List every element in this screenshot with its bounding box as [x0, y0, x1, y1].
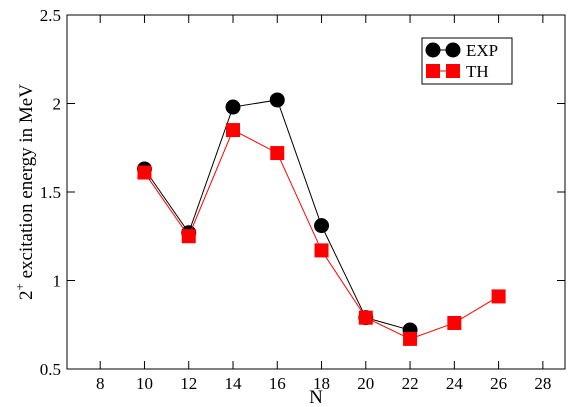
- data-point-th: [137, 165, 152, 180]
- y-axis-title-suffix: excitation energy in MeV: [16, 84, 37, 283]
- x-tick-label: 12: [180, 374, 197, 393]
- x-tick-label: 22: [402, 374, 419, 393]
- data-point-th: [226, 123, 240, 138]
- data-point-th: [447, 315, 462, 330]
- x-tick-label: 10: [136, 374, 153, 393]
- y-tick-label: 1.5: [40, 183, 61, 202]
- x-tick-label: 20: [357, 374, 374, 393]
- data-point-exp: [269, 92, 285, 108]
- x-axis-ticks: 8 10 12 14 16 18 20 22 24 26 28: [96, 15, 551, 393]
- legend: EXP TH: [421, 37, 513, 85]
- data-point-exp: [314, 218, 330, 234]
- x-tick-label: 18: [313, 374, 330, 393]
- legend-marker-th-left: [426, 64, 440, 78]
- y-tick-label: 0.5: [40, 360, 61, 379]
- y-axis-title-superscript: +: [12, 283, 27, 290]
- y-tick-label: 2.5: [40, 6, 61, 25]
- data-point-th: [491, 289, 506, 304]
- data-point-th: [314, 243, 329, 258]
- legend-marker-exp-right: [445, 42, 461, 58]
- legend-entry-exp: EXP: [425, 41, 498, 60]
- series-layer: [136, 92, 506, 346]
- x-tick-label: 26: [490, 374, 507, 393]
- legend-entry-th: TH: [426, 62, 489, 81]
- y-tick-label: 1: [53, 272, 62, 291]
- y-axis-ticks: 0.5 1 1.5 2 2.5: [40, 6, 565, 379]
- data-point-th: [358, 310, 373, 325]
- x-tick-label: 16: [269, 374, 286, 393]
- y-axis-title-prefix: 2: [16, 290, 37, 300]
- y-axis-title: 2+ excitation energy in MeV: [12, 84, 37, 300]
- y-tick-label: 2: [53, 95, 62, 114]
- legend-label-th: TH: [466, 62, 489, 81]
- x-tick-label: 14: [225, 374, 243, 393]
- x-tick-label: 28: [534, 374, 551, 393]
- x-tick-label: 8: [96, 374, 105, 393]
- legend-label-exp: EXP: [466, 41, 498, 60]
- data-point-th: [403, 331, 418, 346]
- x-tick-label: 24: [446, 374, 464, 393]
- legend-marker-exp-left: [425, 42, 441, 58]
- data-point-th: [270, 146, 285, 161]
- x-axis-title: N: [309, 387, 323, 407]
- data-point-exp: [225, 99, 241, 115]
- legend-marker-th-right: [446, 64, 460, 78]
- data-point-th: [181, 229, 196, 244]
